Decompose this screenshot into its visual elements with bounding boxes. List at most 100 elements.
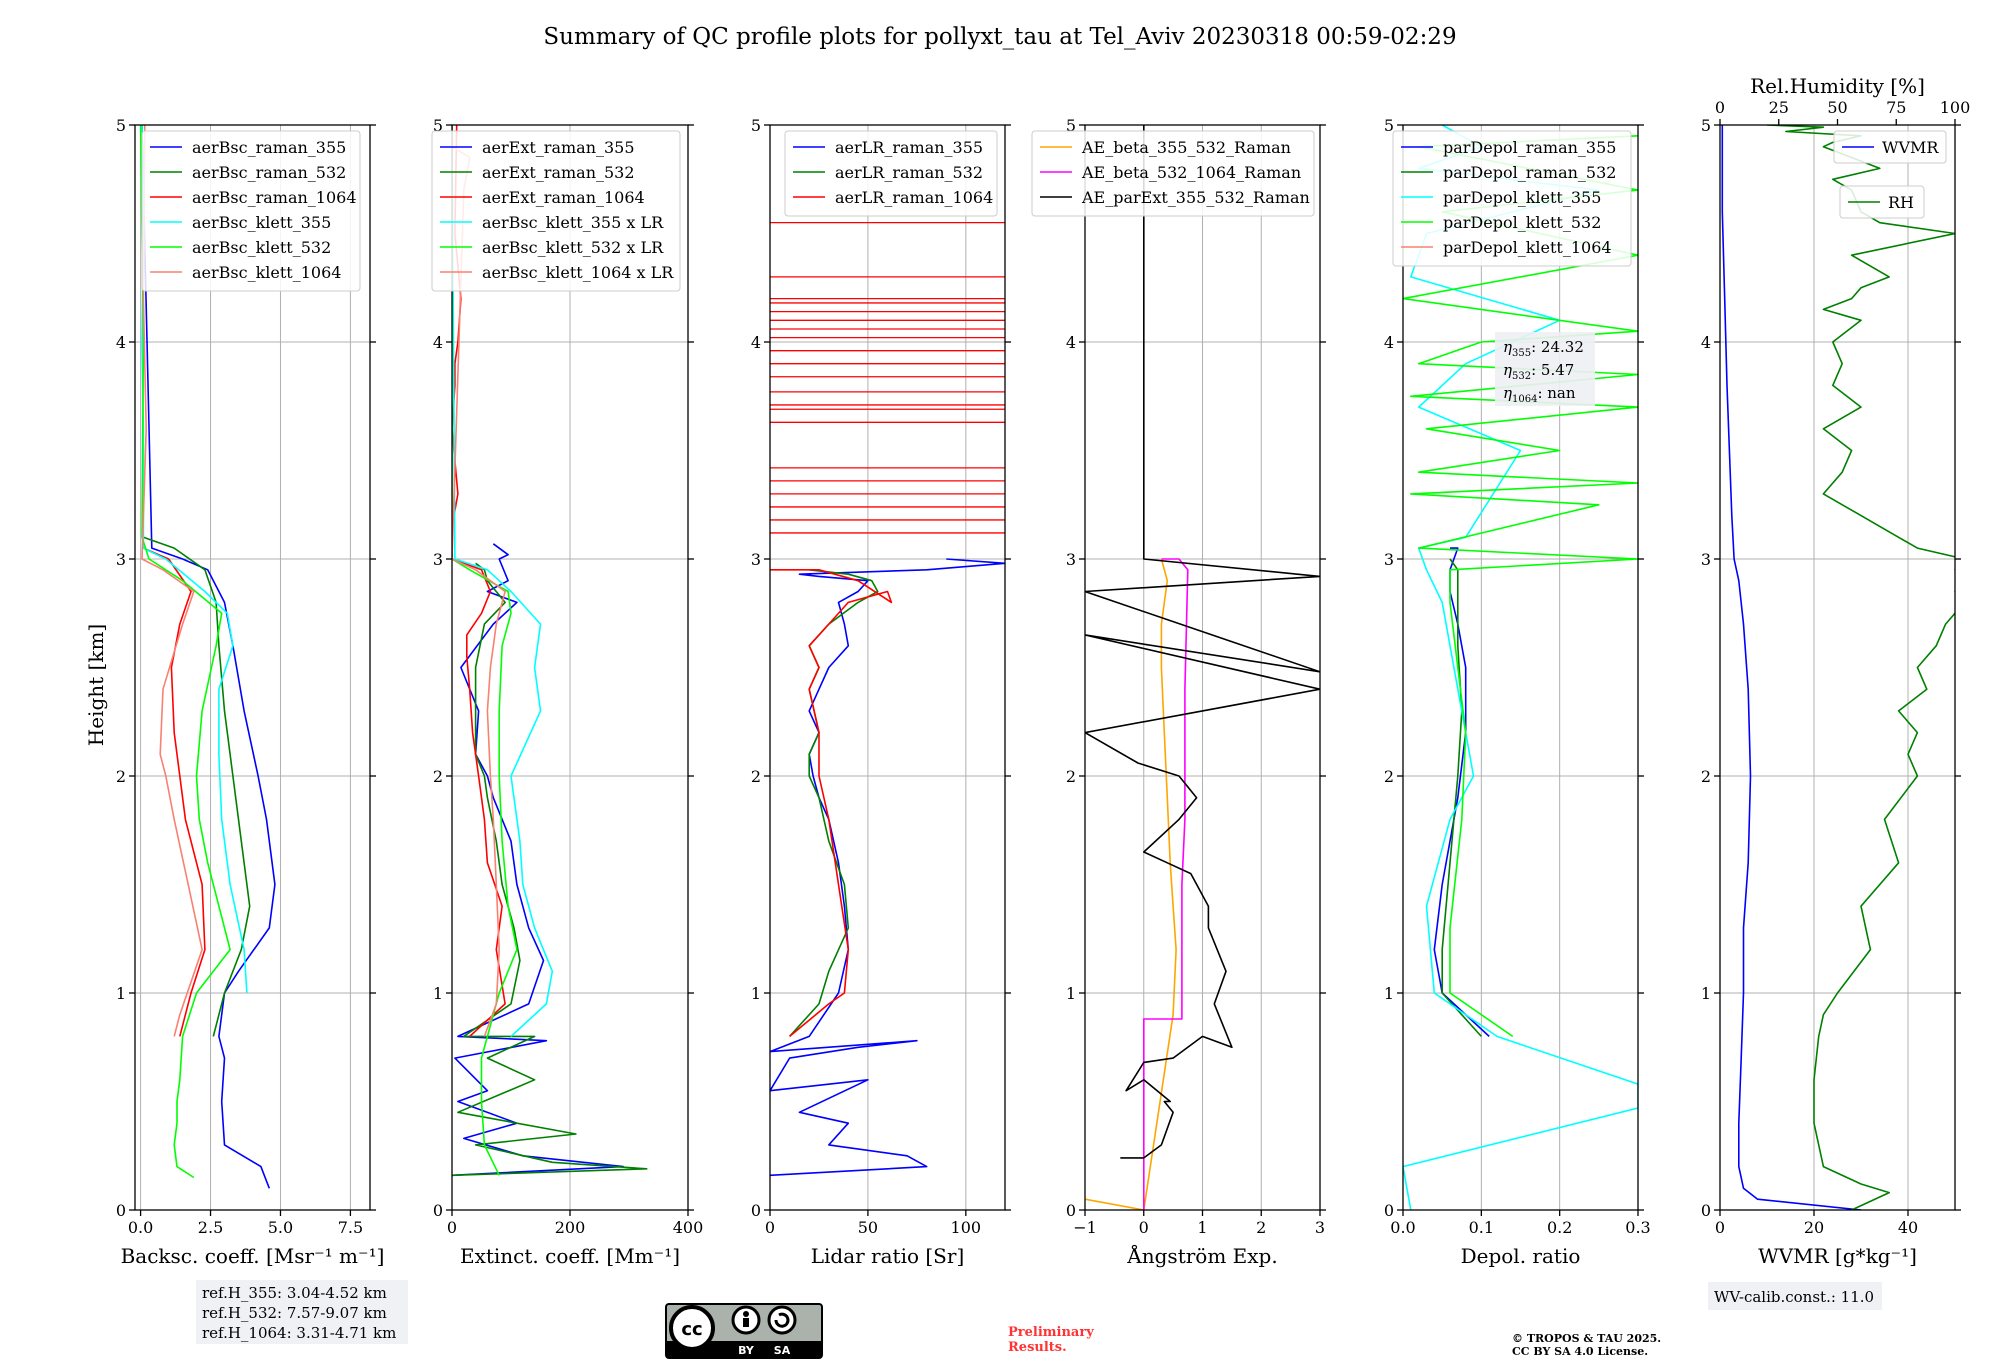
legend-label: parDepol_klett_532 xyxy=(1443,213,1601,232)
x-tick-label: 0 xyxy=(1715,1218,1725,1237)
y-tick-label: 3 xyxy=(1384,550,1394,569)
y-tick-label: 1 xyxy=(1066,984,1076,1003)
x-tick-label: 100 xyxy=(951,1218,982,1237)
x-tick-label: 0 xyxy=(1139,1218,1149,1237)
y-tick-label: 0 xyxy=(751,1201,761,1220)
panel-5: 0.0 0.1 0.2 0.3 0 1 2 3 4 5 Depol. ratio parDepol_r… xyxy=(1384,116,1651,1268)
x-axis-label: Backsc. coeff. [Msr⁻¹ m⁻¹] xyxy=(121,1244,385,1268)
legend-box xyxy=(1031,130,1315,217)
y-tick-label: 0 xyxy=(433,1201,443,1220)
legend-label: aerExt_raman_1064 xyxy=(482,188,645,207)
copyright-line-2: CC BY SA 4.0 License. xyxy=(1512,1345,1648,1358)
legend-label: aerLR_raman_532 xyxy=(835,163,983,182)
legend-label: parDepol_raman_532 xyxy=(1443,163,1616,182)
cc-by-label: BY xyxy=(738,1344,755,1357)
eta-355: η355: 24.32 xyxy=(1503,338,1584,359)
x-axis-label: Depol. ratio xyxy=(1461,1244,1581,1268)
legend-label: aerBsc_klett_355 x LR xyxy=(482,213,664,232)
series-aerbsc-raman-532 xyxy=(143,536,251,1037)
panel-2: 0 200 400 0 1 2 3 4 5 Extinct. coeff. [Mm⁻¹] aerEx… xyxy=(431,116,704,1268)
series-pardepol-raman-355 xyxy=(1433,547,1490,1037)
y-tick-label: 3 xyxy=(433,550,443,569)
y-tick-label: 0 xyxy=(1066,1201,1076,1220)
ref-h-355: ref.H_355: 3.04-4.52 km xyxy=(202,1284,387,1302)
series-aerbsc-klett-532 xyxy=(139,125,231,1179)
legend-label: aerLR_raman_355 xyxy=(835,138,983,157)
x2-axis-label: Rel.Humidity [%] xyxy=(1750,74,1925,98)
legend-label: aerBsc_klett_1064 xyxy=(192,263,341,282)
y-tick-label: 3 xyxy=(116,550,126,569)
legend-label: WVMR xyxy=(1882,138,1939,157)
y-tick-label: 4 xyxy=(1066,333,1076,352)
ref-h-1064: ref.H_1064: 3.31-4.71 km xyxy=(202,1324,396,1342)
y-tick-label: 1 xyxy=(751,984,761,1003)
x-tick-label: 0.1 xyxy=(1469,1218,1494,1237)
x-tick-label: 1 xyxy=(1197,1218,1207,1237)
legend-label: aerBsc_klett_532 x LR xyxy=(482,238,664,257)
x-tick-label: 400 xyxy=(673,1218,704,1237)
y-tick-label: 4 xyxy=(1384,333,1394,352)
x2-tick-label: 75 xyxy=(1886,98,1906,117)
panels: 0.0 2.5 5.0 7.5 0 1 2 3 4 5 Backsc. coeff. [Msr⁻¹ … xyxy=(116,74,1971,1268)
y-tick-label: 5 xyxy=(1066,116,1076,135)
y-tick-label: 2 xyxy=(433,767,443,786)
panel-6: 0 20 40 0 1 2 3 4 5 WVMR [g*kg⁻¹] 0 25 50 75 100 Rel.Hu… xyxy=(1701,74,1971,1268)
axes-frame xyxy=(134,124,371,1211)
ref-h-532: ref.H_532: 7.57-9.07 km xyxy=(202,1304,387,1322)
svg-text:cc: cc xyxy=(681,1319,702,1340)
y-tick-label: 4 xyxy=(433,333,443,352)
preliminary-line-1: Preliminary xyxy=(1008,1325,1094,1340)
y-tick-label: 5 xyxy=(116,116,126,135)
x-tick-label: 7.5 xyxy=(338,1218,363,1237)
x2-tick-label: 50 xyxy=(1827,98,1847,117)
y-tick-label: 3 xyxy=(1701,550,1711,569)
panel-3: 0 50 100 0 1 2 3 4 5 Lidar ratio [Sr] aerLR_raman_… xyxy=(751,116,1011,1268)
legend-label: parDepol_raman_355 xyxy=(1443,138,1616,157)
y-tick-label: 2 xyxy=(751,767,761,786)
x-tick-label: 0.0 xyxy=(1390,1218,1415,1237)
x-tick-label: 0 xyxy=(447,1218,457,1237)
legend-box xyxy=(1833,130,1947,164)
legend-label: aerBsc_raman_355 xyxy=(192,138,346,157)
legend-label: aerBsc_raman_1064 xyxy=(192,188,357,207)
x2-tick-label: 100 xyxy=(1940,98,1971,117)
axes-frame xyxy=(1719,124,1956,1211)
x-tick-label: 2.5 xyxy=(198,1218,223,1237)
wv-calib-annotation: WV-calib.const.: 11.0 xyxy=(1708,1282,1882,1310)
series-wvmr xyxy=(1721,125,1862,1210)
x-tick-label: −1 xyxy=(1073,1218,1097,1237)
legend-label: aerExt_raman_355 xyxy=(482,138,635,157)
legend-label: aerBsc_klett_355 xyxy=(192,213,331,232)
y-tick-label: 0 xyxy=(1701,1201,1711,1220)
x-axis-label: Extinct. coeff. [Mm⁻¹] xyxy=(460,1244,680,1268)
panel-1: 0.0 2.5 5.0 7.5 0 1 2 3 4 5 Backsc. coeff. [Msr⁻¹ … xyxy=(116,116,385,1268)
series-aerbsc-raman-355 xyxy=(141,125,276,1189)
legend-box xyxy=(784,130,998,217)
eta-box xyxy=(1495,332,1595,406)
y-axis-label: Height [km] xyxy=(84,624,108,746)
y-tick-label: 0 xyxy=(1384,1201,1394,1220)
axes-frame xyxy=(769,124,1006,1211)
y-tick-label: 1 xyxy=(1701,984,1711,1003)
figure-title: Summary of QC profile plots for pollyxt_… xyxy=(543,24,1456,50)
cc-sa-label: SA xyxy=(774,1344,791,1357)
x-tick-label: 20 xyxy=(1804,1218,1824,1237)
wv-calib-text: WV-calib.const.: 11.0 xyxy=(1714,1288,1874,1306)
y-tick-label: 5 xyxy=(1384,116,1394,135)
legend-label: AE_beta_532_1064_Raman xyxy=(1081,163,1301,182)
y-tick-label: 5 xyxy=(751,116,761,135)
y-tick-label: 3 xyxy=(1066,550,1076,569)
series-aerbsc-klett-1064 xyxy=(141,125,203,1037)
y-tick-label: 2 xyxy=(1701,767,1711,786)
eta-532: η532: 5.47 xyxy=(1503,361,1574,382)
x-axis-label: WVMR [g*kg⁻¹] xyxy=(1758,1244,1917,1268)
y-tick-label: 2 xyxy=(1066,767,1076,786)
x2-tick-label: 25 xyxy=(1769,98,1789,117)
legend-label: aerExt_raman_532 xyxy=(482,163,635,182)
series-aerlr-raman-355 xyxy=(770,558,1005,1177)
series-ae-beta-355-532-raman xyxy=(1085,558,1177,1210)
y-tick-label: 0 xyxy=(116,1201,126,1220)
legend-box xyxy=(1392,130,1632,267)
